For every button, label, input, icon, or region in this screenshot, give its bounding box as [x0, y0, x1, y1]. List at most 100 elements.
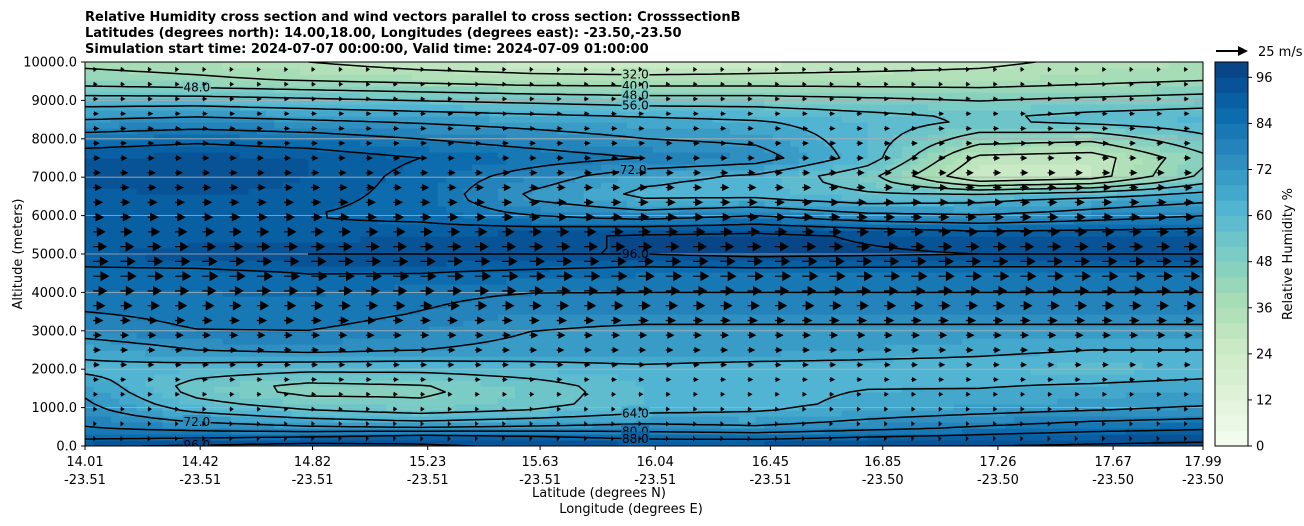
humidity-cell: [1142, 386, 1152, 393]
humidity-cell: [1082, 326, 1092, 333]
humidity-cell: [196, 218, 206, 225]
humidity-cell: [738, 332, 748, 339]
humidity-cell: [644, 224, 654, 231]
humidity-cell: [1013, 260, 1023, 267]
humidity-cell: [558, 218, 568, 225]
humidity-cell: [463, 254, 473, 261]
humidity-cell: [704, 224, 714, 231]
humidity-cell: [927, 236, 937, 243]
humidity-cell: [979, 236, 989, 243]
humidity-cell: [1065, 362, 1075, 369]
humidity-cell: [755, 236, 765, 243]
humidity-cell: [1108, 374, 1118, 381]
humidity-cell: [575, 236, 585, 243]
humidity-cell: [1056, 434, 1066, 441]
humidity-cell: [1039, 416, 1049, 423]
humidity-cell: [239, 422, 249, 429]
humidity-cell: [1117, 224, 1127, 231]
humidity-cell: [351, 422, 361, 429]
humidity-cell: [515, 410, 525, 417]
humidity-cell: [274, 332, 284, 339]
humidity-cell: [902, 254, 912, 261]
humidity-cell: [377, 314, 387, 321]
humidity-cell: [188, 302, 198, 309]
humidity-cell: [678, 296, 688, 303]
humidity-cell: [635, 260, 645, 267]
humidity-cell: [1108, 386, 1118, 393]
humidity-cell: [1048, 278, 1058, 285]
humidity-cell: [282, 338, 292, 345]
humidity-cell: [730, 266, 740, 273]
humidity-cell: [497, 242, 507, 249]
humidity-cell: [988, 260, 998, 267]
humidity-cell: [1082, 278, 1092, 285]
humidity-cell: [1074, 398, 1084, 405]
humidity-cell: [816, 392, 826, 399]
humidity-cell: [394, 338, 404, 345]
humidity-cell: [1134, 278, 1144, 285]
humidity-cell: [1022, 308, 1032, 315]
humidity-cell: [601, 308, 611, 315]
humidity-cell: [110, 428, 120, 435]
humidity-cell: [790, 416, 800, 423]
humidity-cell: [1185, 254, 1195, 261]
humidity-cell: [343, 218, 353, 225]
humidity-cell: [962, 236, 972, 243]
humidity-cell: [988, 434, 998, 441]
humidity-cell: [231, 410, 241, 417]
humidity-cell: [222, 260, 232, 267]
humidity-cell: [317, 296, 327, 303]
humidity-cell: [979, 308, 989, 315]
humidity-cell: [497, 236, 507, 243]
humidity-cell: [1005, 224, 1015, 231]
humidity-cell: [403, 356, 413, 363]
humidity-cell: [1005, 290, 1015, 297]
humidity-cell: [454, 440, 464, 446]
humidity-cell: [884, 440, 894, 446]
humidity-cell: [102, 284, 112, 291]
humidity-cell: [549, 308, 559, 315]
humidity-cell: [1048, 392, 1058, 399]
humidity-cell: [962, 278, 972, 285]
humidity-cell: [1117, 356, 1127, 363]
humidity-cell: [110, 314, 120, 321]
humidity-cell: [678, 224, 688, 231]
humidity-cell: [377, 410, 387, 417]
humidity-cell: [1005, 254, 1015, 261]
humidity-cell: [661, 338, 671, 345]
humidity-cell: [945, 422, 955, 429]
humidity-cell: [1099, 422, 1109, 429]
humidity-cell: [936, 236, 946, 243]
humidity-cell: [446, 278, 456, 285]
humidity-cell: [162, 266, 172, 273]
humidity-cell: [1108, 230, 1118, 237]
humidity-cell: [85, 314, 95, 321]
humidity-cell: [85, 248, 95, 255]
humidity-cell: [867, 422, 877, 429]
humidity-cell: [248, 338, 258, 345]
humidity-cell: [609, 434, 619, 441]
humidity-cell: [85, 242, 95, 249]
humidity-cell: [437, 356, 447, 363]
humidity-cell: [704, 308, 714, 315]
humidity-cell: [635, 284, 645, 291]
humidity-cell: [145, 422, 155, 429]
humidity-cell: [979, 260, 989, 267]
humidity-cell: [265, 392, 275, 399]
humidity-cell: [876, 278, 886, 285]
humidity-cell: [1117, 230, 1127, 237]
humidity-cell: [919, 260, 929, 267]
humidity-cell: [850, 386, 860, 393]
humidity-cell: [730, 344, 740, 351]
humidity-cell: [635, 374, 645, 381]
humidity-cell: [188, 392, 198, 399]
humidity-cell: [919, 224, 929, 231]
humidity-cell: [325, 314, 335, 321]
humidity-cell: [1048, 428, 1058, 435]
humidity-cell: [437, 392, 447, 399]
humidity-cell: [282, 356, 292, 363]
humidity-cell: [179, 350, 189, 357]
humidity-cell: [506, 362, 516, 369]
humidity-cell: [601, 302, 611, 309]
humidity-cell: [876, 290, 886, 297]
